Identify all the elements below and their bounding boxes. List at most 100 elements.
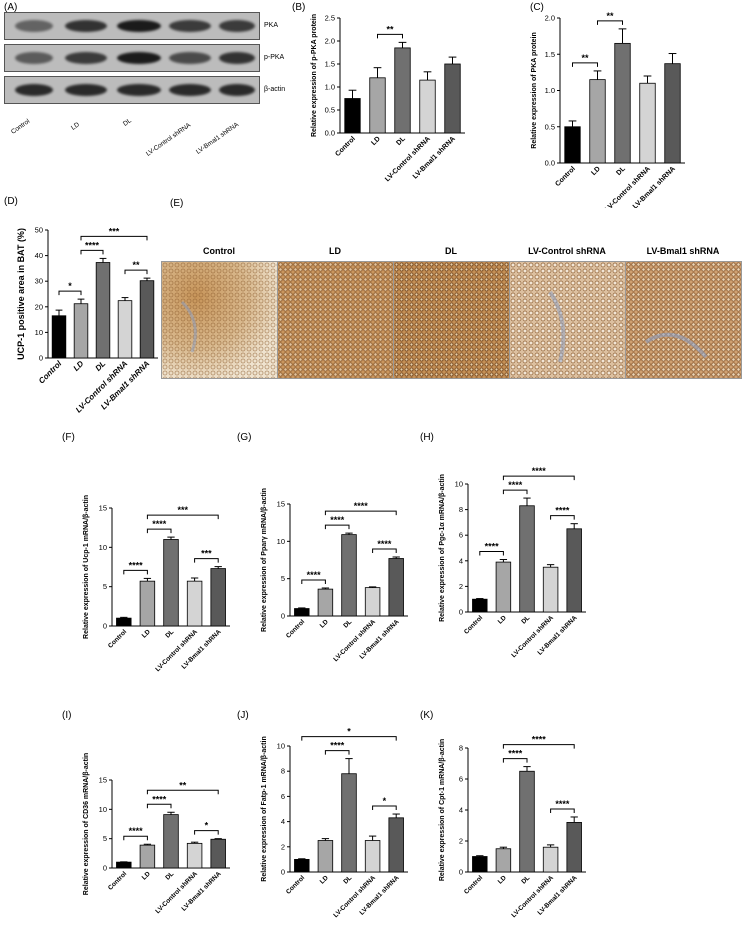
significance-label: **** [330,515,345,525]
y-axis-label: Relative expression of Pparγ mRNA/β-acti… [261,488,268,632]
significance-bracket [324,510,397,516]
bar [210,838,226,869]
x-tick-label: Control [463,614,484,635]
blot-lane-lv-control: LV-Control shRNA [145,121,193,158]
y-tick-label: 0 [281,612,285,621]
blot-band [15,84,53,96]
x-tick-label: DL [520,874,531,885]
significance-bracket [301,736,397,741]
y-tick-label: 1.5 [545,50,555,59]
y-tick-label: 5 [103,582,107,591]
significance-label: * [68,281,72,291]
x-tick-label: Control [107,870,128,891]
y-tick-label: 6 [281,792,285,801]
bar [566,528,582,613]
y-tick-label: 10 [455,480,463,489]
y-tick-label: 1.5 [325,60,335,69]
bar [95,262,111,359]
bar [186,842,203,869]
blot-row-p-pka [4,44,260,72]
tissue-texture [394,262,509,378]
x-tick-label: LD [72,359,86,373]
x-tick-label: LV-Control shRNA [154,870,199,915]
y-tick-label: 6 [459,531,463,540]
y-tick-label: 0 [103,864,107,873]
significance-bracket [377,33,403,39]
significance-label: **** [555,506,570,516]
blot-band [65,84,107,96]
y-tick-label: 6 [459,775,463,784]
x-tick-label: DL [342,618,353,629]
y-tick-label: 10 [99,543,107,552]
blot-band [219,84,255,96]
significance-bracket [194,558,219,563]
significance-bracket [372,548,397,554]
significance-bracket [324,524,350,530]
significance-bracket [324,750,350,755]
chart-cpt1-mrna: 0 2 4 6 8 Relative expression of Cpt-1 mRNA/β… [439,735,586,919]
significance-label: **** [532,735,547,745]
significance-label: **** [377,539,392,549]
significance-bracket [123,835,148,841]
significance-label: **** [129,560,144,570]
significance-bracket [194,830,219,835]
x-tick-label: DL [94,359,108,373]
chart-ppar-mrna: 0 5 10 15 Relative expression of Pparγ mRNA/… [261,488,408,663]
x-tick-label: DL [615,165,627,177]
bar [163,539,179,627]
x-tick-label: LV-Control shRNA [154,628,199,673]
significance-bracket [502,758,528,763]
x-tick-label: Control [554,165,577,188]
significance-bracket [146,528,172,534]
bar [317,840,334,873]
significance-label: **** [152,519,167,529]
blot-row-pka [4,12,260,40]
y-tick-label: 5 [103,834,107,843]
y-tick-label: 20 [35,302,43,311]
x-tick-label: LV-Control shRNA [510,874,555,919]
blot-band [117,20,161,32]
blot-label-pka: PKA [264,22,279,29]
bar [495,561,512,613]
blot-band [65,52,107,64]
ihc-image-lv-control [509,261,626,379]
x-tick-label: DL [342,874,353,885]
significance-label: ** [606,11,614,21]
panel-label-d: (D) [4,196,18,207]
blot-band [117,84,161,96]
panel-label-c: (C) [530,2,544,13]
y-tick-label: 2.0 [325,37,335,46]
x-tick-label: Control [107,628,128,649]
significance-label: **** [508,480,523,490]
x-tick-label: LD [141,870,152,881]
bar [614,42,631,164]
x-tick-label: DL [395,135,407,147]
bar [664,63,681,164]
ihc-title-control: Control [203,246,235,256]
bar [388,558,404,617]
tissue-texture [162,262,277,378]
significance-label: **** [508,749,523,759]
y-axis-label: Relative expression of Pgc-1α mRNA/β-act… [439,474,446,622]
significance-label: ** [132,260,140,270]
bar [73,303,89,359]
y-axis-label: Relative expression of p-PKA protein [311,14,318,137]
significance-label: **** [555,799,570,809]
significance-bracket [123,569,148,575]
y-tick-label: 5 [281,574,285,583]
blot-lane-dl: DL [122,117,133,128]
blot-lane-ld: LD [70,121,81,132]
bar [519,505,535,613]
significance-bracket [146,803,172,809]
blot-band [219,20,255,32]
y-tick-label: 0 [281,868,285,877]
y-tick-label: 15 [99,776,107,785]
blot-lane-control: Control [10,117,32,136]
ihc-image-lv-bmal1 [625,261,742,379]
x-tick-label: Control [334,135,357,158]
y-tick-label: 0 [459,608,463,617]
significance-bracket [550,515,575,520]
significance-label: ** [386,24,394,34]
bar [210,568,226,627]
y-tick-label: 50 [35,226,43,235]
